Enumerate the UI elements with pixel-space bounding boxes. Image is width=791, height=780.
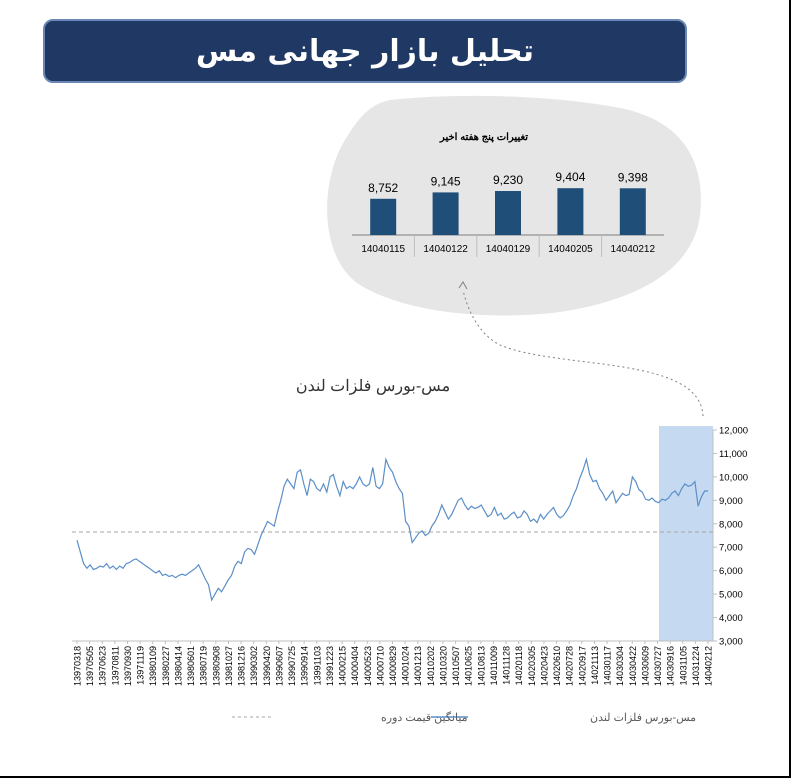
y-axis-ticks: 3,000 4,000 5,000 6,000 7,000 8,000 9,000 10,00… bbox=[713, 426, 748, 648]
line-chart-title: مس-بورس فلزات لندن bbox=[296, 378, 450, 395]
x-tick-label: 14031105 bbox=[678, 646, 688, 685]
bar-category-label: 14040129 bbox=[486, 244, 531, 255]
y-tick-label: 6,000 bbox=[719, 566, 743, 577]
y-tick-label: 4,000 bbox=[719, 613, 743, 624]
x-tick-label: 13981216 bbox=[237, 646, 247, 686]
x-tick-label: 13991103 bbox=[312, 646, 322, 685]
bar bbox=[495, 191, 521, 235]
y-tick-label: 3,000 bbox=[719, 637, 743, 648]
x-tick-label: 13970505 bbox=[85, 646, 95, 686]
x-tick-label: 14010320 bbox=[438, 646, 448, 686]
y-tick-label: 10,000 bbox=[719, 472, 748, 483]
line-chart-axes bbox=[72, 430, 714, 642]
x-tick-label: 14040212 bbox=[704, 646, 714, 686]
bar-chart-title: تغییرات پنج هفته اخیر bbox=[439, 132, 528, 143]
connector-curve bbox=[462, 289, 704, 417]
y-tick-label: 8,000 bbox=[719, 519, 743, 530]
y-tick-label: 7,000 bbox=[719, 543, 743, 554]
x-tick-label: 13990725 bbox=[287, 646, 297, 686]
x-tick-label: 14020728 bbox=[565, 646, 575, 686]
x-tick-label: 14020610 bbox=[552, 646, 562, 686]
x-tick-label: 13991223 bbox=[325, 646, 335, 686]
bar-chart: 8,752 14040115 9,145 14040122 9,230 14040129 9… bbox=[352, 170, 664, 257]
bar-category-label: 14040205 bbox=[548, 244, 593, 255]
x-tick-label: 14000829 bbox=[388, 646, 398, 686]
bar bbox=[619, 188, 646, 235]
title-banner: تحلیل بازار جهانی مس bbox=[43, 19, 687, 83]
x-tick-label: 13980719 bbox=[199, 646, 209, 686]
x-tick-label: 14000404 bbox=[350, 646, 360, 686]
x-axis-ticks: 13970318 13970505 13970623 13970811 13970930… bbox=[73, 641, 714, 686]
x-tick-label: 14030916 bbox=[666, 646, 676, 686]
legend-average-label: میانگین قیمت دوره bbox=[381, 711, 468, 724]
x-tick-label: 14030727 bbox=[653, 646, 663, 686]
x-tick-label: 13980908 bbox=[211, 646, 221, 686]
x-tick-label: 14020917 bbox=[577, 646, 587, 686]
legend-price-label: مس-بورس فلزات لندن bbox=[590, 712, 696, 724]
x-tick-label: 14030117 bbox=[603, 646, 613, 685]
y-tick-label: 11,000 bbox=[719, 449, 747, 460]
x-tick-label: 13971119 bbox=[136, 646, 146, 685]
bar-category-label: 14040212 bbox=[611, 244, 656, 255]
x-tick-label: 13970318 bbox=[73, 646, 83, 686]
x-tick-label: 13990302 bbox=[249, 646, 259, 686]
x-tick-label: 14010507 bbox=[451, 646, 461, 686]
bar bbox=[370, 198, 397, 235]
x-tick-label: 14011009 bbox=[489, 646, 499, 685]
x-tick-label: 13980227 bbox=[161, 646, 171, 686]
x-tick-label: 14001213 bbox=[413, 646, 423, 686]
bar-value-label: 8,752 bbox=[368, 181, 398, 195]
page-title: تحلیل بازار جهانی مس bbox=[195, 33, 535, 69]
recent-weeks-highlight bbox=[659, 426, 713, 641]
x-tick-label: 13970930 bbox=[123, 646, 133, 686]
x-tick-label: 14000523 bbox=[363, 646, 373, 686]
x-tick-label: 14010625 bbox=[464, 646, 474, 686]
x-tick-label: 14031224 bbox=[691, 646, 701, 686]
y-tick-label: 9,000 bbox=[719, 496, 743, 507]
x-tick-label: 13980109 bbox=[148, 646, 158, 686]
x-tick-label: 14010202 bbox=[426, 646, 436, 686]
bar-category-label: 14040115 bbox=[361, 244, 405, 255]
bar bbox=[432, 192, 459, 235]
x-tick-label: 13990607 bbox=[274, 646, 284, 686]
bar-value-label: 9,404 bbox=[555, 170, 585, 184]
bar-value-label: 9,398 bbox=[618, 170, 648, 184]
bar-category-label: 14040122 bbox=[423, 244, 468, 255]
y-tick-label: 5,000 bbox=[719, 590, 743, 601]
x-tick-label: 14030304 bbox=[615, 646, 625, 686]
connector-arrowhead bbox=[458, 281, 468, 290]
x-tick-label: 13970623 bbox=[98, 646, 108, 686]
copper-price-line bbox=[76, 456, 708, 602]
x-tick-label: 13980414 bbox=[173, 646, 183, 686]
x-tick-label: 14030609 bbox=[640, 646, 650, 686]
y-tick-label: 12,000 bbox=[719, 426, 748, 437]
x-tick-label: 14000215 bbox=[338, 646, 348, 686]
bar-value-label: 9,145 bbox=[431, 174, 461, 188]
x-tick-label: 13990914 bbox=[300, 646, 310, 686]
x-tick-label: 14010813 bbox=[476, 646, 486, 686]
x-tick-label: 13970811 bbox=[110, 646, 120, 685]
x-tick-label: 14011128 bbox=[502, 646, 512, 685]
x-tick-label: 14020118 bbox=[514, 646, 524, 685]
x-tick-label: 14000710 bbox=[375, 646, 385, 686]
bar bbox=[557, 188, 584, 235]
x-tick-label: 14020305 bbox=[527, 646, 537, 686]
x-tick-label: 13990420 bbox=[262, 646, 272, 686]
x-tick-label: 14001024 bbox=[401, 646, 411, 686]
x-tick-label: 13980601 bbox=[186, 646, 196, 686]
x-tick-label: 14030422 bbox=[628, 646, 638, 686]
x-tick-label: 13981027 bbox=[224, 646, 234, 686]
x-tick-label: 14020423 bbox=[539, 646, 549, 686]
bar-value-label: 9,230 bbox=[493, 173, 523, 187]
x-tick-label: 14021113 bbox=[590, 646, 600, 685]
